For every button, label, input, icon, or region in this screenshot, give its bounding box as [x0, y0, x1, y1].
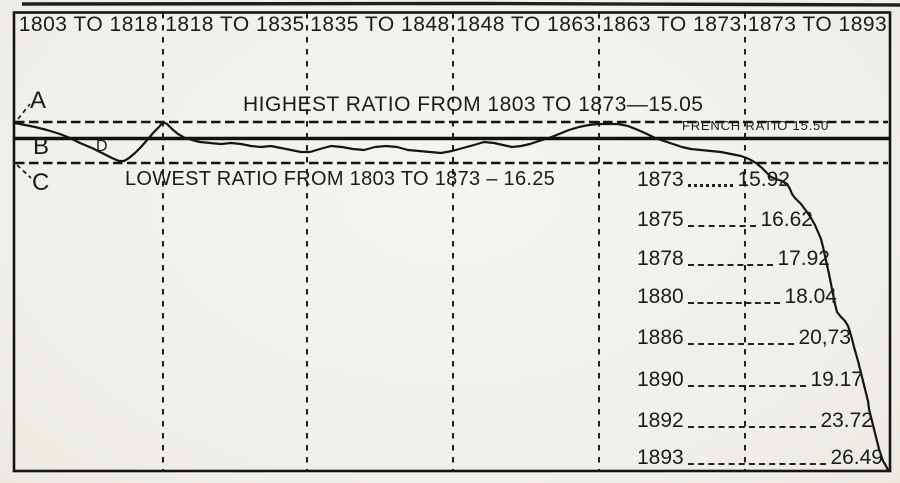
year-label: 1890 — [637, 368, 684, 391]
year-label: 1892 — [637, 409, 684, 432]
period-header-6: 1873 TO 1893 — [747, 13, 888, 36]
period-header-2: 1818 TO 1835 — [165, 13, 305, 36]
table-row: 1875 16.62 — [637, 209, 813, 230]
year-label: 1880 — [637, 285, 684, 308]
table-row: 1893 26.49 — [637, 447, 883, 468]
leader-dots — [687, 254, 774, 266]
table-row: 1873 15.92 — [637, 169, 790, 190]
highest-ratio-label: HIGHEST RATIO FROM 1803 TO 1873—15.05 — [243, 93, 704, 116]
table-row: 1890 19.17 — [637, 369, 863, 390]
period-divider-lines — [162, 13, 746, 470]
period-header-5: 1863 TO 1873 — [602, 13, 742, 36]
period-header-1: 1803 TO 1818 — [18, 13, 159, 36]
period-header-3: 1835 TO 1848 — [310, 13, 450, 36]
leader-dots — [687, 416, 817, 428]
value-label: 19.17 — [810, 368, 863, 391]
year-label: 1886 — [637, 326, 684, 349]
year-label: 1878 — [637, 247, 684, 270]
value-label: 16.62 — [760, 208, 813, 231]
marker-a-pointer — [17, 103, 31, 120]
year-label: 1875 — [637, 208, 684, 231]
period-header-4: 1848 TO 1863 — [456, 13, 596, 36]
marker-b: B — [33, 133, 50, 160]
leader-dots — [687, 174, 734, 187]
table-row: 1886 20,73 — [637, 327, 851, 348]
leader-dots — [687, 333, 795, 345]
value-label: 17.92 — [777, 247, 830, 270]
marker-d: D — [96, 138, 108, 155]
table-row: 1880 18.04 — [637, 286, 837, 307]
marker-a: A — [30, 87, 47, 114]
value-label: 26.49 — [830, 446, 883, 469]
lowest-ratio-label: LOWEST RATIO FROM 1803 TO 1873 – 16.25 — [125, 168, 556, 190]
leader-dots — [687, 292, 781, 304]
marker-c-pointer — [16, 164, 32, 179]
leader-dots — [687, 375, 807, 387]
ratio-curve — [13, 120, 890, 472]
year-label: 1873 — [637, 168, 684, 191]
scan-edge-line — [21, 1, 900, 7]
value-label: 18.04 — [784, 285, 837, 308]
leader-dots — [687, 453, 827, 465]
value-label: 23.72 — [820, 409, 873, 432]
year-label: 1893 — [637, 446, 684, 469]
value-label: 20,73 — [798, 326, 851, 349]
french-ratio-label: FRENCH RATIO 15.50 — [682, 118, 830, 133]
table-row: 1892 23.72 — [637, 410, 873, 431]
marker-c: C — [32, 169, 50, 196]
table-row: 1878 17.92 — [637, 248, 830, 269]
leader-dots — [687, 215, 757, 227]
chart-frame — [12, 11, 892, 473]
value-label: 15.92 — [737, 168, 790, 191]
